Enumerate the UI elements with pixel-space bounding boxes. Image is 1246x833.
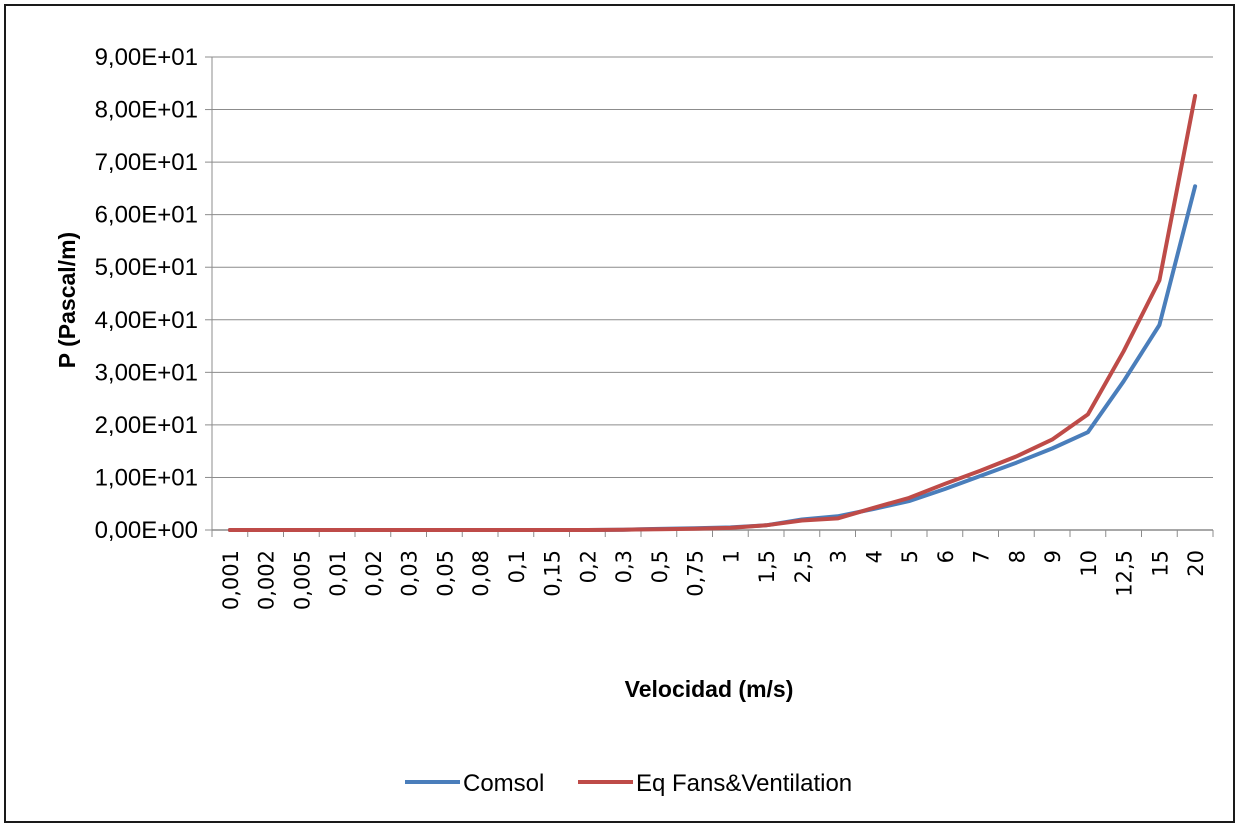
x-tick-label: 12,5 — [1113, 550, 1137, 597]
x-tick-label: 0,5 — [648, 550, 672, 583]
x-tick-label: 0,01 — [326, 550, 350, 597]
x-axis-title: Velocidad (m/s) — [625, 676, 794, 702]
y-tick-label: 0,00E+00 — [95, 517, 198, 544]
legend-label: Comsol — [463, 770, 544, 797]
series-line-1 — [227, 184, 1198, 532]
x-tick-label: 0,1 — [505, 550, 529, 583]
x-tick-label: 0,2 — [576, 550, 600, 583]
y-tick-label: 1,00E+01 — [95, 464, 198, 491]
x-tick-label: 0,001 — [219, 550, 243, 610]
x-tick-label: 0,3 — [612, 550, 636, 583]
x-tick-label: 15 — [1148, 550, 1172, 577]
x-tick-label: 3 — [827, 550, 851, 563]
y-tick-label: 2,00E+01 — [95, 412, 198, 439]
x-tick-label: 6 — [934, 550, 958, 563]
x-tick-label: 0,08 — [469, 550, 493, 597]
x-tick-label: 9 — [1041, 550, 1065, 563]
x-tick-label: 0,15 — [541, 550, 565, 597]
x-tick-label: 0,02 — [362, 550, 386, 597]
axes — [211, 57, 1213, 531]
x-tick-label: 8 — [1005, 550, 1029, 563]
x-tick-label: 7 — [970, 550, 994, 563]
x-tick-label: 0,05 — [433, 550, 457, 597]
x-tick-label: 10 — [1077, 550, 1101, 577]
x-tick-label: 4 — [862, 550, 886, 563]
x-tick-label: 5 — [898, 550, 922, 563]
y-tick-label: 8,00E+01 — [95, 97, 198, 124]
x-tick-label: 1 — [719, 550, 743, 563]
legend-label: Eq Fans&Ventilation — [636, 770, 852, 797]
series-line-2 — [227, 93, 1198, 532]
gridlines — [212, 56, 1213, 478]
y-tick-label: 6,00E+01 — [95, 202, 198, 229]
chart-frame — [4, 4, 1235, 823]
y-tick-label: 5,00E+01 — [95, 254, 198, 281]
y-tick-label: 3,00E+01 — [95, 359, 198, 386]
y-tick-label: 4,00E+01 — [95, 307, 198, 334]
series-lines — [227, 93, 1198, 532]
x-tick-label: 0,75 — [684, 550, 708, 597]
y-tick-label: 7,00E+01 — [95, 149, 198, 176]
y-axis-ticks: 0,00E+00 1,00E+01 2,00E+01 3,00E+01 4,00E+01… — [95, 44, 212, 544]
y-tick-label: 9,00E+01 — [95, 44, 198, 71]
legend: Comsol Eq Fans&Ventilation — [405, 770, 852, 797]
x-tick-label: 0,03 — [398, 550, 422, 597]
x-axis-ticks: 0,001 0,002 0,005 0,01 0,02 0,03 0,05 0,08 0,1 0,… — [211, 530, 1214, 610]
x-tick-label: 0,002 — [255, 550, 279, 610]
x-tick-label: 0,005 — [290, 550, 314, 610]
x-tick-label: 2,5 — [791, 550, 815, 583]
x-tick-label: 1,5 — [755, 550, 779, 583]
y-axis-title: P (Pascal/m) — [54, 232, 80, 368]
x-tick-label: 20 — [1184, 550, 1208, 577]
